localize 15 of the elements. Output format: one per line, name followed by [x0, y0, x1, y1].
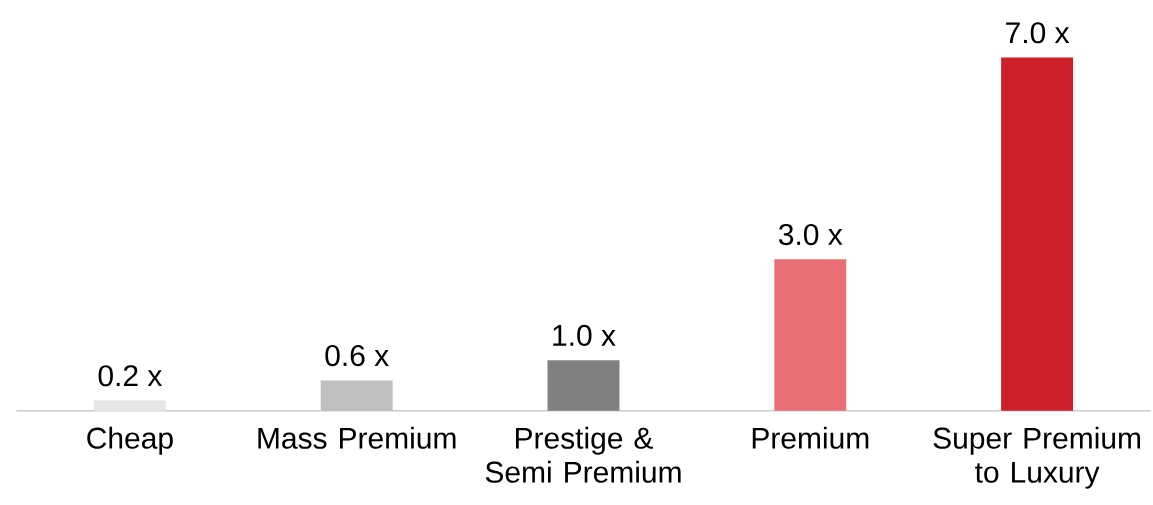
- bar: [1001, 57, 1074, 411]
- x-tick-label: Prestige & Semi Premium: [485, 427, 681, 484]
- data-label: 0.2 x: [98, 365, 163, 387]
- bar: [547, 360, 620, 411]
- x-tick-label: Premium: [752, 427, 869, 450]
- bar: [93, 400, 166, 411]
- data-label: 1.0 x: [553, 325, 616, 347]
- x-tick-label: Super Premium to Luxury: [933, 427, 1141, 489]
- data-label: 0.6 x: [325, 345, 389, 367]
- bar: [774, 259, 847, 411]
- bar: [320, 380, 393, 411]
- data-label: 3.0 x: [778, 224, 843, 246]
- x-tick-label: Mass Premium: [258, 427, 456, 450]
- data-label: 7.0 x: [1006, 22, 1070, 44]
- x-tick-label: Cheap: [87, 427, 173, 455]
